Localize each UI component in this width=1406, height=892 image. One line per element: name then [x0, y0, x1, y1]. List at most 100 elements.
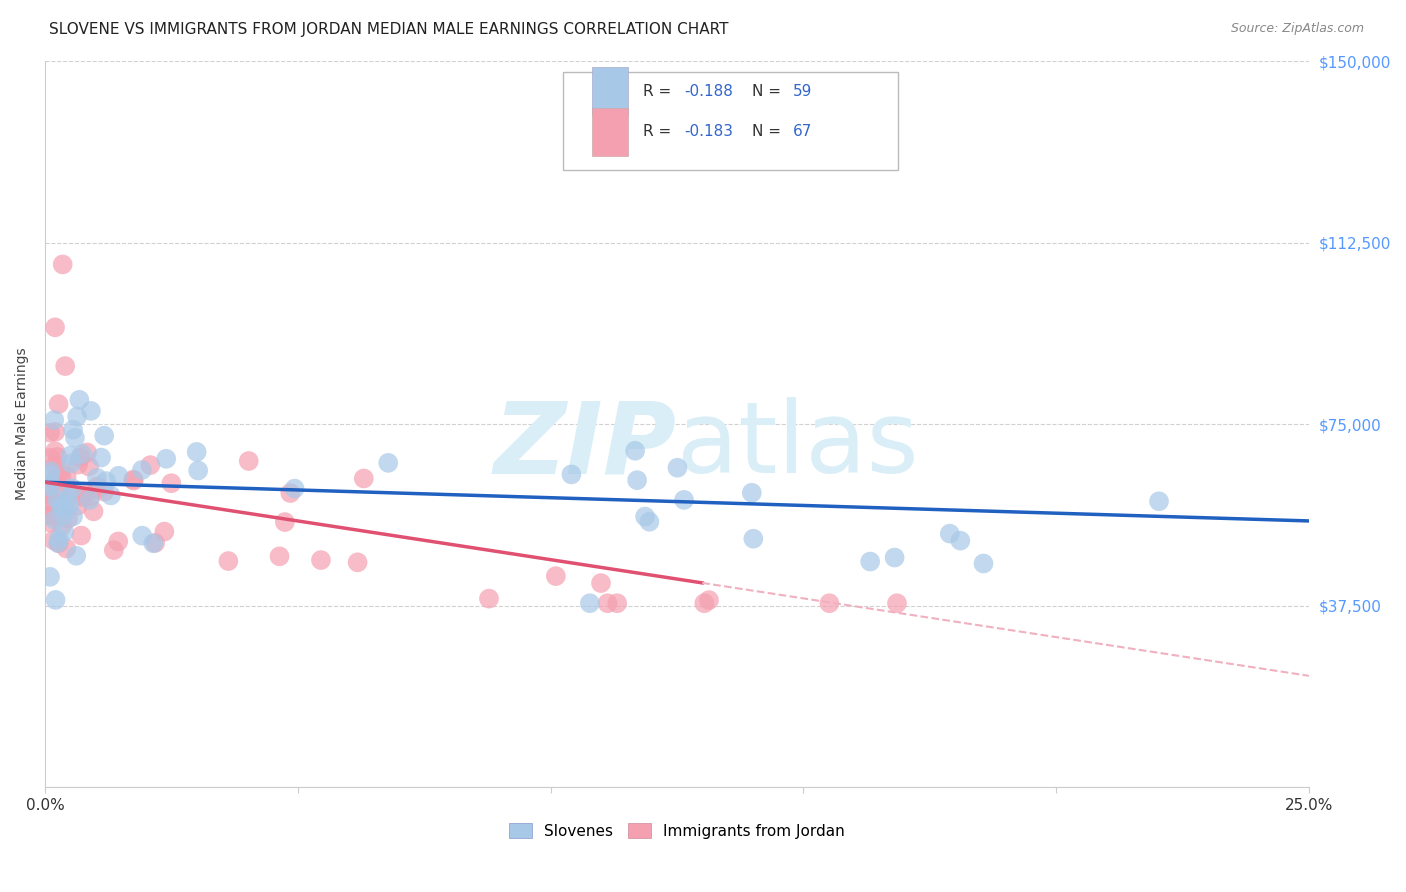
Point	[52, 500, 75, 514]
Point	[45, 593, 67, 607]
Text: R =: R =	[643, 84, 676, 99]
Point	[93, 428, 115, 442]
Point	[62, 509, 84, 524]
Bar	[592, 68, 627, 115]
Point	[742, 532, 765, 546]
Text: R =: R =	[643, 124, 676, 139]
Point	[143, 536, 166, 550]
Text: 59: 59	[793, 84, 813, 99]
Point	[39, 493, 62, 508]
Point	[42, 533, 65, 548]
Point	[39, 425, 62, 440]
Point	[96, 474, 118, 488]
Point	[39, 450, 62, 465]
Point	[560, 467, 582, 482]
Point	[100, 488, 122, 502]
Point	[1147, 494, 1170, 508]
Point	[52, 257, 75, 271]
Point	[62, 423, 84, 437]
Point	[939, 526, 962, 541]
Point	[153, 524, 176, 539]
Point	[87, 482, 110, 496]
Point	[346, 555, 368, 569]
Point	[741, 485, 763, 500]
Point	[638, 515, 661, 529]
Point	[72, 490, 94, 504]
Point	[60, 456, 83, 470]
Point	[131, 463, 153, 477]
Point	[45, 474, 67, 488]
Point	[39, 464, 62, 478]
Point	[39, 479, 62, 493]
Point	[39, 496, 62, 510]
Text: -0.188: -0.188	[685, 84, 734, 99]
Point	[818, 596, 841, 610]
Point	[44, 413, 66, 427]
Point	[65, 549, 87, 563]
Point	[155, 451, 177, 466]
Point	[51, 519, 73, 533]
Point	[624, 443, 647, 458]
Point	[596, 596, 619, 610]
Point	[883, 550, 905, 565]
FancyBboxPatch shape	[564, 72, 898, 170]
Text: 67: 67	[793, 124, 813, 139]
Point	[70, 528, 93, 542]
Point	[46, 536, 69, 550]
Point	[589, 576, 612, 591]
Y-axis label: Median Male Earnings: Median Male Earnings	[15, 348, 30, 500]
Point	[63, 431, 86, 445]
Point	[39, 477, 62, 491]
Point	[131, 529, 153, 543]
Point	[66, 499, 89, 513]
Point	[39, 516, 62, 530]
Point	[86, 479, 108, 493]
Point	[46, 450, 69, 464]
Point	[309, 553, 332, 567]
Point	[93, 484, 115, 499]
Point	[217, 554, 239, 568]
Point	[44, 425, 66, 439]
Point	[53, 524, 76, 539]
Point	[39, 508, 62, 522]
Point	[107, 468, 129, 483]
Point	[606, 596, 628, 610]
Point	[55, 469, 77, 483]
Point	[186, 445, 208, 459]
Text: ZIP: ZIP	[494, 398, 676, 494]
Point	[274, 515, 297, 529]
Point	[44, 444, 66, 458]
Text: SLOVENE VS IMMIGRANTS FROM JORDAN MEDIAN MALE EARNINGS CORRELATION CHART: SLOVENE VS IMMIGRANTS FROM JORDAN MEDIAN…	[49, 22, 728, 37]
Point	[44, 458, 66, 473]
Text: atlas: atlas	[676, 398, 918, 494]
Point	[77, 459, 100, 474]
Point	[79, 490, 101, 504]
Point	[377, 456, 399, 470]
Point	[66, 409, 89, 424]
Point	[55, 541, 77, 556]
Point	[39, 468, 62, 483]
Point	[39, 508, 62, 523]
Point	[49, 464, 72, 478]
Point	[859, 555, 882, 569]
Point	[69, 450, 91, 465]
Point	[48, 397, 70, 411]
Point	[48, 532, 70, 546]
Point	[284, 482, 307, 496]
Point	[107, 534, 129, 549]
Point	[67, 392, 90, 407]
Point	[53, 359, 76, 373]
Point	[122, 474, 145, 488]
Point	[76, 445, 98, 459]
Point	[673, 492, 696, 507]
Point	[52, 508, 75, 522]
Point	[86, 471, 108, 485]
Point	[139, 458, 162, 472]
Point	[58, 498, 80, 512]
Point	[58, 491, 80, 505]
Point	[142, 536, 165, 550]
Point	[103, 543, 125, 558]
Point	[44, 513, 66, 527]
Point	[60, 481, 83, 495]
Point	[44, 320, 66, 334]
